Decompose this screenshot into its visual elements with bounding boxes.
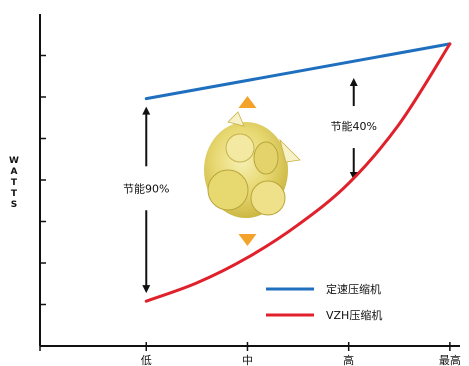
- x-ticks: [39, 342, 451, 351]
- y-axis-label-letter: T: [11, 189, 18, 199]
- annotation-label: 节能40%: [331, 119, 377, 133]
- x-tick-label: 低: [141, 354, 152, 366]
- series-lines: [144, 42, 452, 303]
- up-triangle-icon: [238, 96, 257, 108]
- series-line: [144, 42, 452, 101]
- annotation-arrows: [142, 78, 358, 294]
- x-tick-label: 高: [343, 353, 354, 366]
- y-axis-label-letter: W: [9, 156, 19, 166]
- y-axis-label-letter: A: [11, 167, 18, 177]
- compressor-illustration: [204, 111, 301, 218]
- annotation-label: 节能90%: [123, 181, 169, 195]
- legend-label: 定速压缩机: [326, 282, 381, 296]
- legend-label: VZH压缩机: [326, 308, 382, 322]
- annotations: 节能90% 节能40%: [123, 119, 377, 195]
- x-tick-label: 最高: [439, 353, 461, 366]
- down-triangle-icon: [238, 234, 257, 246]
- y-axis-label-letter: S: [11, 200, 17, 210]
- arrowhead: [349, 78, 358, 86]
- legend: 定速压缩机 VZH压缩机: [266, 282, 382, 322]
- arrowhead: [142, 285, 151, 294]
- x-tick-label: 中: [242, 354, 253, 366]
- y-axis-label-letter: T: [11, 178, 18, 188]
- arrowhead: [142, 106, 151, 115]
- series-line: [144, 42, 452, 303]
- y-ticks: [40, 54, 46, 306]
- x-tick-labels: 低 中 高 最高: [141, 353, 461, 366]
